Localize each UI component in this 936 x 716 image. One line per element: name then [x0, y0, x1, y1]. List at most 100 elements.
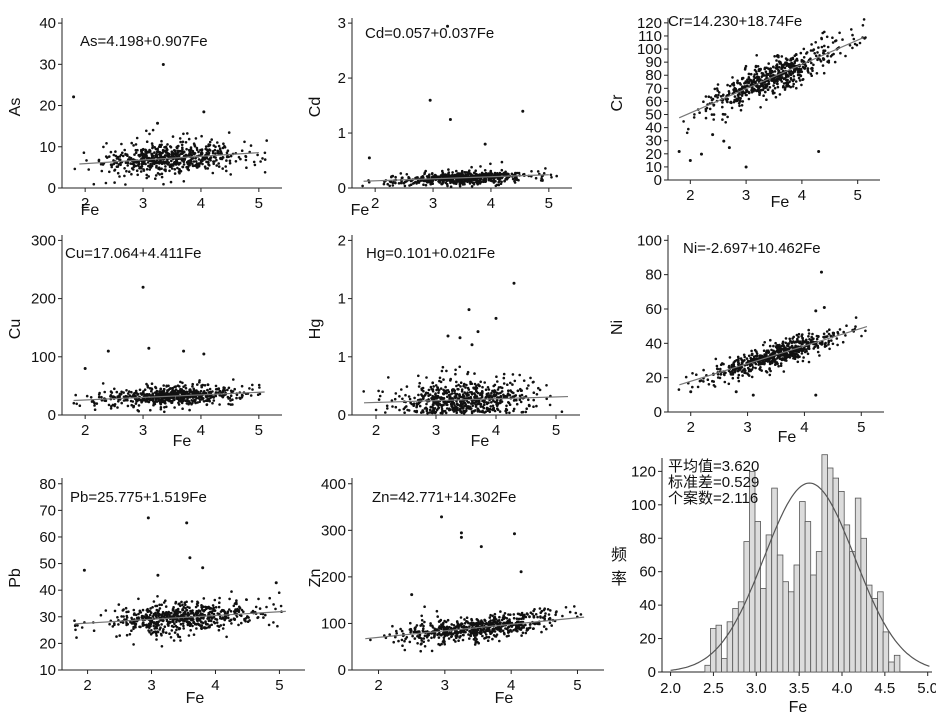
- data-point: [801, 339, 805, 342]
- data-point: [188, 408, 191, 412]
- data-point: [757, 363, 760, 366]
- data-point: [442, 378, 445, 381]
- data-point: [152, 624, 155, 628]
- data-point: [448, 408, 451, 412]
- data-point: [517, 178, 520, 182]
- data-point: [207, 152, 210, 156]
- data-point: [479, 380, 483, 384]
- data-point: [200, 158, 204, 161]
- data-point: [518, 394, 522, 398]
- data-point: [512, 613, 516, 616]
- data-point: [391, 405, 394, 408]
- data-point: [110, 165, 113, 169]
- x-axis-label: Fe: [81, 202, 100, 219]
- data-point: [431, 390, 435, 393]
- data-point: [123, 174, 126, 178]
- data-point: [268, 596, 272, 600]
- data-point: [258, 607, 262, 610]
- y-tick-label: 60: [645, 301, 662, 318]
- data-point: [198, 623, 201, 627]
- data-point: [446, 395, 449, 399]
- data-point: [118, 175, 121, 178]
- data-point: [162, 384, 165, 387]
- data-point: [202, 610, 206, 613]
- data-point: [731, 376, 735, 380]
- data-point: [423, 620, 426, 624]
- data-point: [196, 617, 200, 621]
- data-point: [240, 614, 243, 618]
- data-point: [228, 597, 231, 601]
- data-point: [408, 397, 412, 401]
- data-point: [194, 391, 197, 395]
- data-point: [716, 89, 719, 92]
- data-point: [445, 407, 449, 410]
- data-point: [560, 410, 564, 414]
- y-tick-label: 3: [338, 15, 346, 32]
- data-point: [826, 335, 829, 338]
- data-point: [99, 162, 103, 166]
- data-point: [237, 623, 240, 627]
- data-point: [766, 73, 770, 76]
- data-point: [132, 160, 136, 164]
- data-point: [116, 156, 119, 160]
- outlier-point: [744, 165, 748, 169]
- x-tick-label: 4: [798, 187, 806, 204]
- data-point: [811, 69, 814, 72]
- data-point: [435, 397, 438, 400]
- data-point: [525, 407, 528, 411]
- data-point: [754, 65, 758, 69]
- data-point: [542, 172, 546, 175]
- data-point: [756, 78, 759, 82]
- data-point: [183, 612, 186, 615]
- data-point: [704, 109, 708, 113]
- data-point: [263, 171, 267, 174]
- data-point: [181, 146, 184, 149]
- data-point: [134, 151, 138, 155]
- outlier-point: [817, 149, 821, 153]
- data-point: [770, 348, 773, 352]
- data-point: [111, 395, 115, 398]
- data-point: [177, 144, 180, 148]
- data-point: [214, 384, 218, 388]
- data-point: [739, 96, 742, 100]
- data-point: [187, 634, 191, 637]
- data-point: [176, 391, 180, 394]
- data-point: [810, 61, 813, 65]
- data-point: [160, 623, 163, 626]
- data-point: [717, 91, 721, 94]
- outlier-point: [428, 98, 432, 102]
- data-point: [172, 398, 176, 402]
- fit-line: [363, 174, 549, 182]
- data-point: [444, 385, 447, 389]
- data-point: [860, 334, 863, 338]
- data-point: [185, 147, 188, 151]
- data-point: [524, 631, 528, 635]
- data-point: [148, 387, 152, 390]
- data-point: [78, 404, 82, 408]
- data-point: [166, 143, 169, 146]
- data-point: [221, 156, 225, 159]
- data-point: [463, 409, 467, 413]
- data-point: [124, 606, 128, 610]
- data-point: [500, 400, 504, 403]
- data-point: [747, 369, 751, 373]
- data-point: [212, 160, 215, 163]
- data-point: [188, 152, 191, 156]
- data-point: [818, 354, 821, 357]
- data-point: [801, 333, 804, 336]
- data-point: [750, 80, 753, 83]
- data-point: [122, 391, 125, 394]
- data-point: [246, 615, 249, 618]
- data-point: [276, 624, 279, 628]
- data-point: [512, 399, 516, 402]
- data-point: [495, 398, 499, 402]
- outlier-point: [202, 352, 206, 356]
- data-point: [225, 155, 229, 159]
- data-point: [727, 382, 731, 386]
- data-point: [194, 137, 198, 140]
- y-tick-label: 0: [48, 407, 56, 424]
- x-tick-label: 5: [854, 187, 862, 204]
- data-point: [177, 403, 181, 406]
- x-axis-label: Fe: [351, 202, 370, 219]
- data-point: [448, 175, 451, 179]
